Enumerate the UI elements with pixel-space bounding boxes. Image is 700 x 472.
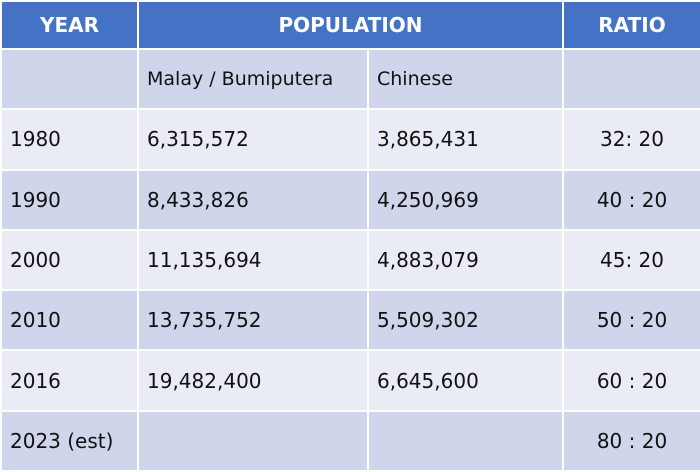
malay-cell: 13,735,752 <box>137 289 369 352</box>
population-header: POPULATION <box>137 0 564 50</box>
subheader-malay: Malay / Bumiputera <box>137 47 369 111</box>
year-cell: 2000 <box>0 228 139 292</box>
subheader-ratio <box>562 47 700 111</box>
year-cell: 2010 <box>0 289 139 352</box>
malay-cell: 6,315,572 <box>137 108 369 171</box>
malay-cell: 11,135,694 <box>137 228 369 292</box>
chinese-cell: 4,883,079 <box>367 228 564 292</box>
year-cell: 2016 <box>0 349 139 412</box>
chinese-cell: 6,645,600 <box>367 349 564 412</box>
chinese-cell: 3,865,431 <box>367 108 564 171</box>
malay-cell <box>137 409 369 472</box>
ratio-header: RATIO <box>562 0 700 50</box>
chinese-cell: 4,250,969 <box>367 168 564 231</box>
malay-cell: 19,482,400 <box>137 349 369 412</box>
year-header: YEAR <box>0 0 139 50</box>
ratio-cell: 40 : 20 <box>562 168 700 231</box>
table-row: 2023 (est) 80 : 20 <box>0 409 700 472</box>
ratio-cell: 32: 20 <box>562 108 700 171</box>
subheader-chinese: Chinese <box>367 47 564 111</box>
ratio-cell: 80 : 20 <box>562 409 700 472</box>
subheader-row: Malay / Bumiputera Chinese <box>0 47 700 111</box>
table-row: 2016 19,482,400 6,645,600 60 : 20 <box>0 349 700 412</box>
chinese-cell: 5,509,302 <box>367 289 564 352</box>
table-row: 1980 6,315,572 3,865,431 32: 20 <box>0 108 700 171</box>
chinese-cell <box>367 409 564 472</box>
header-row: YEAR POPULATION RATIO <box>0 0 700 50</box>
year-cell: 1980 <box>0 108 139 171</box>
year-cell: 1990 <box>0 168 139 231</box>
year-cell: 2023 (est) <box>0 409 139 472</box>
ratio-cell: 45: 20 <box>562 228 700 292</box>
subheader-year <box>0 47 139 111</box>
table-row: 2000 11,135,694 4,883,079 45: 20 <box>0 228 700 292</box>
malay-cell: 8,433,826 <box>137 168 369 231</box>
table-row: 1990 8,433,826 4,250,969 40 : 20 <box>0 168 700 231</box>
table-row: 2010 13,735,752 5,509,302 50 : 20 <box>0 289 700 352</box>
ratio-cell: 60 : 20 <box>562 349 700 412</box>
ratio-cell: 50 : 20 <box>562 289 700 352</box>
